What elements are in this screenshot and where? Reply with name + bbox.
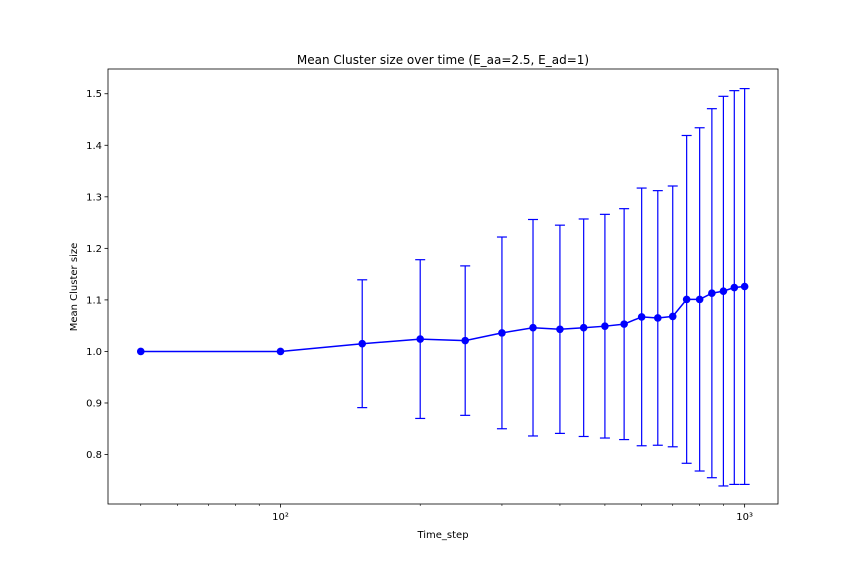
data-point [719,287,728,295]
y-tick-label: 1.0 [86,347,102,358]
data-point [416,335,425,343]
data-point [668,312,677,321]
data-point [730,283,739,292]
data-point [556,325,564,334]
y-tick-label: 0.9 [86,398,102,409]
data-point [620,320,628,328]
series-layer [136,282,749,356]
y-tick-label: 0.8 [86,450,102,461]
data-point [708,289,716,298]
data-point [358,339,367,348]
data-point [653,314,662,322]
data-point [461,336,469,345]
data-point [682,295,691,304]
y-tick-label: 1.3 [86,192,102,203]
data-point [695,295,704,304]
x-tick-label: 10³ [736,512,753,523]
axes-frame [107,68,779,505]
data-point [637,313,646,321]
data-point [601,322,609,330]
chart-title: Mean Cluster size over time (E_aa=2.5, E… [297,53,589,67]
y-tick-label: 1.2 [86,244,102,255]
y-tick-label: 1.5 [86,89,102,100]
data-point [529,323,537,332]
x-axis-label: Time_step [416,530,468,541]
y-tick-label: 1.1 [86,295,102,306]
y-axis-ticks: 0.8 0.9 1.0 1.1 1.2 1.3 1.4 1.5 [86,89,108,461]
data-point [740,282,749,291]
y-axis-label: Mean Cluster size [69,243,80,332]
data-point [276,347,285,356]
data-point [579,323,588,332]
data-point [498,329,506,337]
y-tick-label: 1.4 [86,141,102,152]
data-point [136,347,145,356]
x-tick-label: 10² [272,512,289,523]
